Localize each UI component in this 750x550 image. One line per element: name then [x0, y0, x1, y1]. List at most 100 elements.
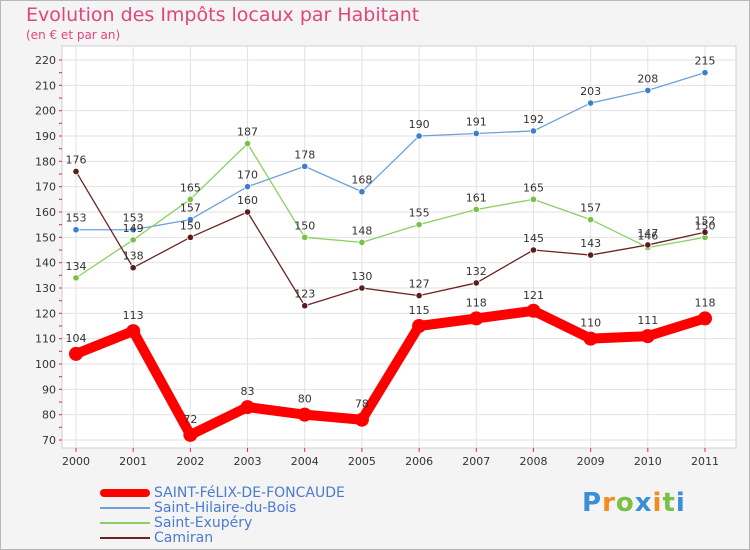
- logo-letter: i: [675, 488, 686, 518]
- x-tick-label: 2007: [462, 455, 490, 468]
- data-label-2: 149: [123, 222, 144, 235]
- data-label-1: 192: [523, 113, 544, 126]
- data-label-3: 138: [123, 250, 144, 263]
- x-tick-label: 2005: [348, 455, 376, 468]
- data-point-3: [358, 284, 366, 292]
- logo-letter: t: [662, 488, 676, 518]
- data-point-2: [358, 238, 366, 246]
- legend-label: Camiran: [154, 530, 214, 546]
- data-label-1: 203: [580, 85, 601, 98]
- proxiti-logo: Proxiti: [582, 488, 686, 518]
- data-label-3: 152: [695, 214, 716, 227]
- data-point-2: [587, 216, 595, 224]
- series-layer: [69, 69, 712, 442]
- plot-area: [61, 45, 737, 449]
- data-label-1: 153: [123, 212, 144, 225]
- y-tick-label: 100: [35, 358, 56, 371]
- data-point-1: [415, 132, 423, 140]
- data-point-1: [587, 99, 595, 107]
- data-point-1: [243, 183, 252, 191]
- data-point-2: [529, 195, 538, 203]
- data-label-2: 165: [523, 181, 544, 194]
- data-point-0: [526, 303, 541, 318]
- data-point-3: [701, 228, 709, 236]
- axes: 70 80 90 100 110 120 130 140 150 160 170 180 190 200 2…: [35, 54, 719, 468]
- data-label-2: 146: [637, 229, 658, 242]
- logo-letter: x: [634, 488, 653, 518]
- data-label-0: 115: [409, 304, 430, 317]
- x-tick-label: 2000: [62, 455, 90, 468]
- data-label-0: 121: [523, 289, 544, 302]
- data-point-0: [640, 329, 655, 344]
- y-tick-label: 150: [35, 231, 56, 244]
- data-label-3: 127: [409, 278, 430, 291]
- data-label-1: 170: [237, 169, 258, 182]
- legend-swatch: [100, 489, 150, 497]
- y-tick-label: 180: [35, 155, 56, 168]
- data-label-0: 118: [466, 296, 487, 309]
- data-point-3: [186, 233, 194, 241]
- data-point-1: [129, 226, 137, 234]
- data-point-1: [472, 129, 480, 138]
- data-point-3: [644, 241, 652, 249]
- x-tick-label: 2001: [119, 455, 147, 468]
- y-tick-label: 140: [35, 257, 56, 270]
- data-point-2: [186, 195, 194, 203]
- data-point-0: [412, 319, 427, 333]
- data-label-1: 168: [351, 174, 372, 187]
- data-point-2: [415, 221, 423, 229]
- data-label-2: 134: [66, 260, 87, 273]
- data-point-1: [301, 162, 309, 170]
- data-point-2: [243, 140, 252, 148]
- data-point-2: [129, 236, 137, 244]
- data-labels: 153 153 157 170 178 168 190 191 192 203 208 215 134 1…: [66, 55, 716, 426]
- data-point-3: [129, 264, 137, 272]
- series-line-0: [71, 305, 710, 440]
- y-tick-label: 110: [35, 333, 56, 346]
- data-label-2: 157: [580, 202, 601, 215]
- data-label-1: 208: [637, 72, 658, 85]
- data-point-1: [358, 188, 366, 196]
- y-tick-label: 160: [35, 206, 56, 219]
- y-tick-label: 120: [35, 307, 56, 320]
- data-label-0: 72: [183, 413, 197, 426]
- data-label-0: 83: [241, 385, 255, 398]
- data-label-0: 104: [66, 332, 87, 345]
- data-label-1: 191: [466, 115, 487, 128]
- data-point-3: [301, 302, 309, 310]
- data-label-2: 161: [466, 191, 487, 204]
- data-point-0: [69, 346, 83, 361]
- data-point-2: [472, 205, 480, 214]
- data-point-3: [587, 251, 595, 259]
- y-tick-label: 190: [35, 130, 56, 143]
- data-point-3: [472, 279, 480, 287]
- data-label-1: 215: [695, 55, 716, 68]
- data-point-0: [354, 412, 369, 427]
- x-tick-label: 2003: [234, 455, 262, 468]
- data-label-3: 147: [637, 227, 658, 240]
- y-tick-label: 90: [42, 383, 56, 396]
- data-label-1: 190: [409, 118, 430, 131]
- data-label-2: 165: [180, 181, 201, 194]
- y-tick-label: 200: [35, 105, 56, 118]
- data-label-2: 187: [237, 126, 258, 139]
- y-tick-label: 130: [35, 282, 56, 295]
- y-tick-label: 210: [35, 79, 56, 92]
- data-label-0: 111: [637, 314, 658, 327]
- chart-subtitle: (en € et par an): [26, 28, 121, 42]
- data-point-1: [701, 69, 709, 77]
- legend-swatch: [100, 537, 150, 539]
- data-label-0: 110: [580, 317, 601, 330]
- y-tick-label: 70: [42, 434, 56, 447]
- x-tick-label: 2010: [634, 455, 662, 468]
- y-tick-label: 220: [35, 54, 56, 67]
- x-tick-label: 2011: [691, 455, 719, 468]
- data-label-3: 176: [66, 153, 87, 166]
- y-tick-label: 80: [42, 409, 56, 422]
- legend-label: SAINT-FéLIX-DE-FONCAUDE: [154, 485, 345, 501]
- data-label-0: 80: [298, 393, 312, 406]
- data-point-0: [240, 400, 255, 415]
- data-point-0: [297, 407, 312, 422]
- data-label-0: 78: [355, 398, 369, 411]
